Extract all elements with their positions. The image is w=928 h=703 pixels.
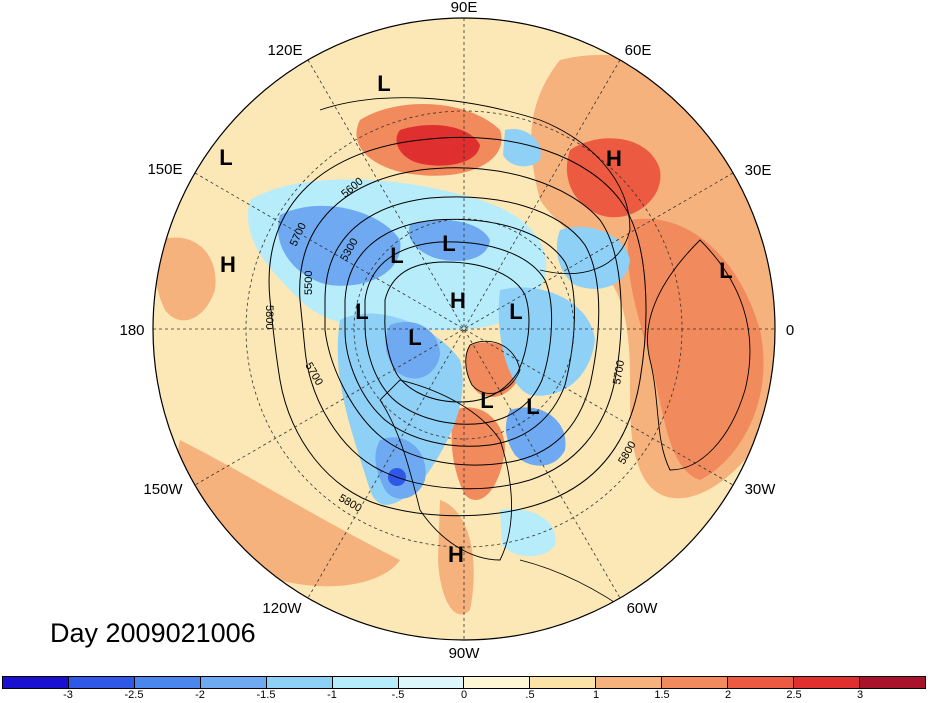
pressure-center-marker: H	[606, 146, 622, 171]
pressure-center-marker: L	[526, 394, 539, 419]
longitude-label-120w: 120W	[262, 600, 302, 617]
colorbar-tick-label: 1.5	[654, 689, 670, 701]
colorbar-tick-label: -3	[63, 689, 73, 701]
cold-anomaly-siberia-core	[408, 220, 490, 261]
longitude-label-120e: 120E	[267, 42, 302, 59]
cold-anomaly-labrador	[505, 407, 566, 466]
warm-anomaly-pacific-west	[154, 237, 216, 321]
colorbar-segment	[134, 677, 201, 688]
coastline-africa	[647, 239, 751, 471]
colorbar-tick-label: .5	[525, 689, 535, 701]
pressure-center-marker: L	[480, 388, 493, 413]
coastline-greenland	[465, 340, 521, 394]
cold-anomaly-northpole	[503, 129, 541, 167]
longitude-label-60e: 60E	[625, 42, 652, 59]
colorbar	[2, 676, 926, 689]
longitude-label-60w: 60W	[627, 600, 659, 617]
colorbar-segment	[464, 677, 531, 688]
colorbar-segment	[200, 677, 267, 688]
colorbar-tick-label: -2	[195, 689, 205, 701]
date-title: Day 2009021006	[50, 618, 256, 648]
warm-anomaly-siberia-strong	[396, 125, 480, 166]
longitude-label-30e: 30E	[745, 162, 772, 179]
contour-label: 5700	[611, 359, 627, 385]
longitude-label-30w: 30W	[745, 481, 777, 498]
longitude-label-90e: 90E	[451, 0, 478, 16]
colorbar-segment	[859, 677, 925, 688]
colorbar-tick-label: -1	[327, 689, 337, 701]
colorbar-tick-label: 2.5	[786, 689, 802, 701]
contour-5400	[364, 241, 553, 425]
contour-5600	[324, 196, 600, 466]
colorbar-segment	[662, 677, 729, 688]
colorbar-tick-label: 0	[460, 689, 468, 701]
colorbar-segment	[266, 677, 333, 688]
pressure-center-marker: H	[448, 542, 464, 567]
pressure-center-marker: L	[355, 299, 368, 324]
contour-5500	[344, 218, 575, 447]
pressure-center-marker: L	[442, 231, 455, 256]
meridian-120e-60w	[307, 59, 621, 599]
longitude-label-180: 180	[119, 322, 144, 339]
cold-anomaly-canada-strong	[385, 321, 440, 379]
meridian-60e-120w	[307, 59, 621, 599]
colorbar-segment	[530, 677, 597, 688]
geopotential-contours	[268, 136, 647, 517]
colorbar-tick-label: -.5	[391, 689, 405, 701]
contour-5800-outer	[268, 136, 647, 517]
contour-label: 5500	[303, 271, 315, 295]
map-boundary	[152, 17, 776, 641]
anomaly-shading	[153, 18, 775, 640]
colorbar-tick-label: -1.5	[256, 689, 276, 701]
meridian-30e-150w	[194, 172, 734, 486]
colorbar-segment	[794, 677, 860, 688]
pressure-centers: L L H H L L L H L L L L L H	[219, 71, 732, 567]
pressure-center-marker: L	[219, 145, 232, 170]
contour-5700	[299, 167, 622, 490]
colorbar-segment	[68, 677, 135, 688]
pressure-center-marker: H	[450, 288, 466, 313]
colorbar-tick-label: -2.5	[124, 689, 144, 701]
meridian-150e-30w	[194, 172, 734, 486]
colorbar-tick-label: 2	[724, 689, 732, 701]
coastline-north-america	[379, 379, 512, 561]
warm-anomaly-us-east	[451, 407, 505, 500]
colorbar-segment	[398, 677, 465, 688]
cold-anomaly-atlantic	[498, 287, 595, 396]
warm-anomaly-atlantic	[438, 500, 474, 615]
longitude-label-150w: 150W	[143, 481, 183, 498]
contour-label: 5800	[263, 305, 275, 329]
colorbar-segment	[3, 677, 69, 688]
pressure-center-marker: L	[408, 325, 421, 350]
colorbar-tick-label: 1	[592, 689, 600, 701]
pressure-center-marker: L	[509, 299, 522, 324]
contour-5300	[384, 261, 530, 403]
longitude-label-90w: 90W	[449, 645, 481, 662]
colorbar-segment	[332, 677, 399, 688]
cold-anomaly-caribbean	[500, 509, 556, 557]
graticule	[153, 18, 775, 640]
pressure-center-marker: L	[719, 258, 732, 283]
longitude-label-150e: 150E	[147, 161, 182, 178]
pressure-center-marker: H	[220, 252, 236, 277]
colorbar-tick-labels: -3 -2.5 -2 -1.5 -1 -.5 0 .5 1 1.5 2 2.5 3	[0, 689, 928, 703]
warm-anomaly-africa-strong	[627, 218, 764, 480]
colorbar-tick-label: 3	[856, 689, 864, 701]
colorbar-segment	[596, 677, 663, 688]
colorbar-segment	[728, 677, 795, 688]
warm-anomaly-urals	[566, 138, 661, 218]
coastline-eurasia	[319, 97, 631, 275]
longitude-label-0: 0	[786, 322, 794, 339]
pressure-center-marker: L	[377, 71, 390, 96]
longitude-labels: 90E 60E 30E 0 30W 60W 90W 120W 150W 180 …	[119, 0, 794, 662]
pressure-center-marker: L	[390, 243, 403, 268]
